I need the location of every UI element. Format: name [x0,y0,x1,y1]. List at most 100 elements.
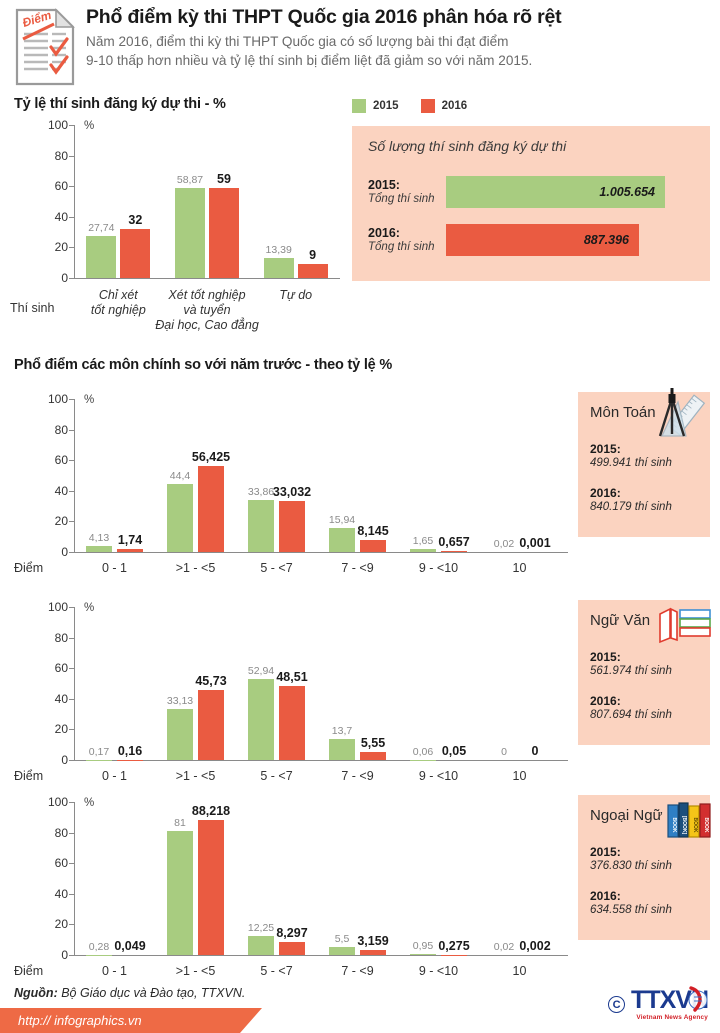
x-axis-category-label-3: 7 - <9 [341,769,374,783]
bar-value-label-2015-2: 13,39 [265,243,292,256]
bar-value-label-2015-0: 0,28 [88,940,110,953]
y-axis-tick-label: 20 [54,514,68,529]
y-axis-tick-mark [69,729,75,731]
bar-2016-2 [279,942,305,955]
registration-value-2016: 887.396 [583,233,629,247]
bar-2016-3 [360,751,386,760]
y-axis-tick-mark [69,460,75,462]
bar-value-label-2015-5: 0 [501,746,507,758]
y-axis-tick-label: 20 [54,240,68,255]
subject-name-literature: Ngữ Văn [590,612,651,629]
y-axis-tick-label: 40 [54,886,68,901]
y-axis-tick-label: 0 [61,948,68,962]
bar-value-label-2016-1: 59 [217,171,231,186]
y-axis-tick-label: 80 [54,422,68,437]
y-axis-line [74,125,76,278]
bar-value-label-2016-4: 0,05 [441,743,467,758]
chart-math-score-distribution: 0 20 40 60 80 100% Điểm 4,13 1,74 0 - 1 44,4 56,425… [0,392,570,584]
y-axis-tick-mark [69,637,75,639]
registration-value-2015: 1.005.654 [599,185,655,199]
page-subtitle-line1: Năm 2016, điểm thi kỳ thi THPT Quốc gia … [86,34,509,50]
bar-value-label-2015-5: 0,02 [493,940,515,953]
chart-literature-score-distribution: 0 20 40 60 80 100% Điểm 0,17 0,16 0 - 1 33,13 45,73… [0,600,570,792]
subject-name-foreign-language: Ngoại Ngữ [590,807,663,824]
ttxvn-logo-subtitle: Vietnam News Agency [636,1014,708,1021]
bar-value-label-2016-0: 0,049 [114,938,146,953]
legend-label-2015: 2015 [373,100,399,112]
x-axis-caption: Thí sinh [10,301,55,315]
subject-foreign-language-stat-2015-year: 2015: [590,845,621,859]
ttxvn-emblem-icon [685,986,711,1012]
site-url[interactable]: http:// infographics.vn [18,1013,142,1028]
y-axis-tick-mark [69,429,75,431]
bar-value-label-2016-2: 8,297 [276,926,308,941]
x-axis-line [74,955,568,957]
y-axis-tick-mark [69,760,75,761]
bar-2015-2 [248,936,274,955]
y-axis-tick-mark [69,924,75,926]
exam-paper-icon: Điểm [14,8,76,86]
y-axis-tick-label: 60 [54,856,68,871]
bar-value-label-2016-3: 3,159 [357,934,389,949]
y-axis-tick-mark [69,552,75,553]
x-axis-category-label-5: 10 [512,964,527,978]
bar-2015-3 [329,527,355,552]
x-axis-category-label-5: 10 [512,561,527,575]
bar-2015-2 [263,257,294,278]
y-axis-tick-mark [69,668,75,670]
x-axis-category-label-4: 9 - <10 [418,964,459,978]
bar-value-label-2015-5: 0,02 [493,537,515,550]
y-axis-tick-mark [69,186,75,188]
bar-2015-2 [248,500,274,552]
y-axis-tick-mark [69,247,75,249]
bar-value-label-2016-1: 45,73 [195,674,227,689]
ttxvn-logo: C TTXVN Vietnam News Agency [608,986,711,1021]
bar-2016-4 [441,550,467,552]
source-note: Nguồn: Bộ Giáo dục và Đào tạo, TTXVN. [14,986,245,1000]
x-axis-category-label-0: 0 - 1 [101,964,128,978]
svg-text:BOOK: BOOK [671,818,677,833]
x-axis-line [74,278,340,280]
subject-math-stat-2015-year: 2015: [590,442,621,456]
x-axis-category-label-4: 9 - <10 [418,769,459,783]
bar-value-label-2015-4: 0,06 [412,745,434,758]
bar-2016-3 [360,539,386,552]
bar-value-label-2015-1: 44,4 [169,470,191,483]
y-axis-tick-mark [69,698,75,700]
bar-value-label-2015-1: 81 [174,817,186,830]
registration-row-2015-sub: Tổng thí sinh [368,193,435,205]
subject-math-stat-2016-value: 840.179 thí sinh [590,501,672,513]
y-axis-tick-mark [69,607,75,608]
chart-foreign-language-score-distribution: 0 20 40 60 80 100% Điểm 0,28 0,049 0 - 1 81 88,218 >… [0,795,570,987]
bar-2015-1 [167,709,193,760]
x-axis-category-label-1: >1 - <5 [175,769,216,783]
subject-literature-stat-2015-year: 2015: [590,650,621,664]
y-axis-tick-mark [69,278,75,279]
source-label: Nguồn: [14,986,58,1000]
y-axis-tick-mark [69,155,75,157]
y-axis-tick-mark [69,490,75,492]
bar-value-label-2016-0: 0,16 [117,743,143,758]
bar-value-label-2016-2: 48,51 [276,669,308,684]
bar-2016-0 [120,229,151,278]
subject-name-math: Môn Toán [590,404,656,421]
y-axis-tick-label: 0 [61,753,68,767]
bar-value-label-2016-3: 5,55 [360,735,386,750]
bar-2016-2 [279,685,305,760]
bar-value-label-2016-0: 32 [128,213,143,228]
subject-math-stat-2016-year: 2016: [590,486,621,500]
x-axis-category-label-0: Chỉ xét tốt nghiệp [90,288,146,317]
bar-value-label-2015-4: 1,65 [412,535,434,548]
legend-label-2016: 2016 [441,100,468,112]
svg-text:[BOOK]: [BOOK] [681,816,687,835]
y-axis-tick-label: 80 [54,630,68,645]
bar-2015-4 [410,953,436,955]
y-axis-line [74,399,76,552]
legend-item-2016: 2016 [420,99,468,113]
legend: 2015 2016 [352,99,467,113]
subject-foreign-language-stat-2016-value: 634.558 thí sinh [590,904,672,916]
bar-value-label-2016-4: 0,657 [438,534,470,549]
bar-2016-3 [360,950,386,955]
y-axis-tick-label: 60 [54,179,68,194]
chart-registration-percent: 0 20 40 60 80 100% Thí sinh 27,74 32 Chỉ xét tốt n… [0,118,350,343]
